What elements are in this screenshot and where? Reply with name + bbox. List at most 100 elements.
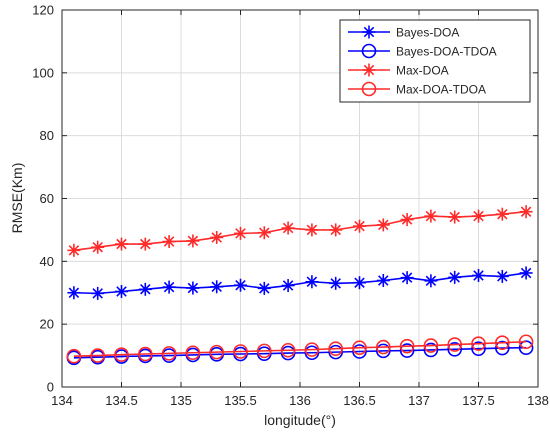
data-point — [138, 346, 153, 362]
data-point — [162, 235, 176, 249]
data-point — [210, 230, 224, 244]
data-point — [399, 343, 415, 358]
data-point — [209, 344, 224, 360]
x-axis-label: longitude(°) — [264, 412, 336, 428]
data-point — [91, 286, 105, 300]
data-point — [447, 337, 463, 352]
data-point — [400, 213, 414, 227]
data-point — [185, 345, 201, 361]
data-point — [67, 286, 81, 300]
data-point — [423, 338, 439, 353]
data-point — [376, 218, 390, 232]
data-point — [138, 237, 152, 251]
data-point — [471, 336, 486, 351]
x-tick-label: 134 — [51, 393, 73, 408]
y-tick-label: 80 — [40, 128, 54, 143]
legend-marker — [361, 81, 377, 97]
data-point — [233, 344, 248, 359]
data-point — [67, 243, 81, 257]
data-point — [518, 334, 534, 350]
data-point — [114, 347, 129, 362]
series-bayes-doa — [67, 266, 533, 300]
y-tick-label: 100 — [32, 65, 54, 80]
data-point — [161, 346, 177, 361]
data-point — [257, 281, 271, 295]
legend-label: Bayes-DOA-TDOA — [396, 45, 497, 59]
data-point — [234, 226, 247, 240]
data-point — [328, 344, 344, 360]
legend-item: Bayes-DOA-TDOA — [348, 43, 497, 59]
y-axis-label: RMSE(Km) — [9, 163, 25, 234]
data-point — [399, 338, 415, 354]
data-point — [519, 205, 533, 219]
y-tick-label: 0 — [47, 380, 54, 395]
series-max-doa — [67, 205, 533, 257]
x-tick-label: 137.5 — [462, 393, 495, 408]
data-point — [519, 266, 533, 280]
data-point — [472, 209, 485, 223]
data-point — [90, 348, 105, 363]
ticks — [61, 9, 539, 388]
legend-item: Max-DOA-TDOA — [348, 81, 486, 97]
data-point — [376, 273, 390, 287]
data-point — [495, 269, 509, 283]
data-point — [494, 340, 510, 356]
data-point — [162, 280, 176, 294]
data-point — [186, 281, 200, 295]
legend-marker — [362, 63, 376, 77]
data-point — [210, 280, 224, 294]
data-point — [352, 344, 367, 359]
y-tick-labels: 0 20 40 60 80 100 120 — [32, 3, 54, 395]
x-tick-label: 138 — [527, 393, 549, 408]
data-point — [447, 341, 463, 357]
data-point — [353, 219, 366, 233]
series-line — [73, 340, 527, 358]
x-tick-labels: 134 134.5 135 135.5 136 136.5 137 137.5 138 — [51, 393, 549, 408]
data-point — [375, 343, 391, 359]
data-point — [256, 343, 272, 359]
x-tick-label: 134.5 — [105, 393, 138, 408]
data-point — [257, 226, 271, 240]
data-point — [234, 278, 247, 292]
data-point — [352, 340, 367, 356]
x-tick-label: 135.5 — [224, 393, 257, 408]
x-tick-label: 136 — [289, 393, 311, 408]
y-tick-label: 60 — [40, 191, 54, 206]
legend-marker — [362, 25, 376, 39]
legend-label: Max-DOA — [396, 64, 449, 78]
data-point — [353, 276, 366, 290]
data-point — [328, 341, 344, 356]
legend-label: Max-DOA-TDOA — [396, 83, 486, 97]
data-point — [281, 279, 295, 293]
data-point — [471, 341, 486, 356]
series-max-doa-tdoa — [66, 334, 534, 364]
data-point — [518, 340, 534, 356]
data-point — [423, 342, 439, 358]
data-point — [91, 240, 105, 254]
legend-item: Bayes-DOA — [348, 25, 459, 40]
data-point — [424, 209, 438, 223]
data-point — [66, 348, 82, 364]
data-point — [400, 271, 414, 285]
data-point — [281, 221, 295, 235]
data-point — [305, 223, 319, 237]
legend-label: Bayes-DOA — [396, 26, 459, 40]
data-point — [375, 339, 391, 355]
legend: Bayes-DOA Bayes-DOA-TDOA Max-DOA Max-DOA-TD… — [339, 19, 531, 103]
data-point — [329, 276, 343, 290]
data-point — [494, 335, 510, 351]
data-point — [305, 275, 319, 289]
y-tick-label: 40 — [40, 254, 54, 269]
y-tick-label: 20 — [40, 317, 54, 332]
data-point — [495, 207, 509, 221]
data-point — [186, 234, 200, 248]
data-point — [138, 282, 152, 296]
data-point — [329, 223, 343, 237]
data-point — [115, 284, 128, 298]
series-layer — [66, 205, 534, 366]
data-point — [472, 268, 485, 282]
x-tick-label: 136.5 — [343, 393, 376, 408]
data-point — [448, 270, 462, 284]
data-point — [424, 274, 438, 288]
